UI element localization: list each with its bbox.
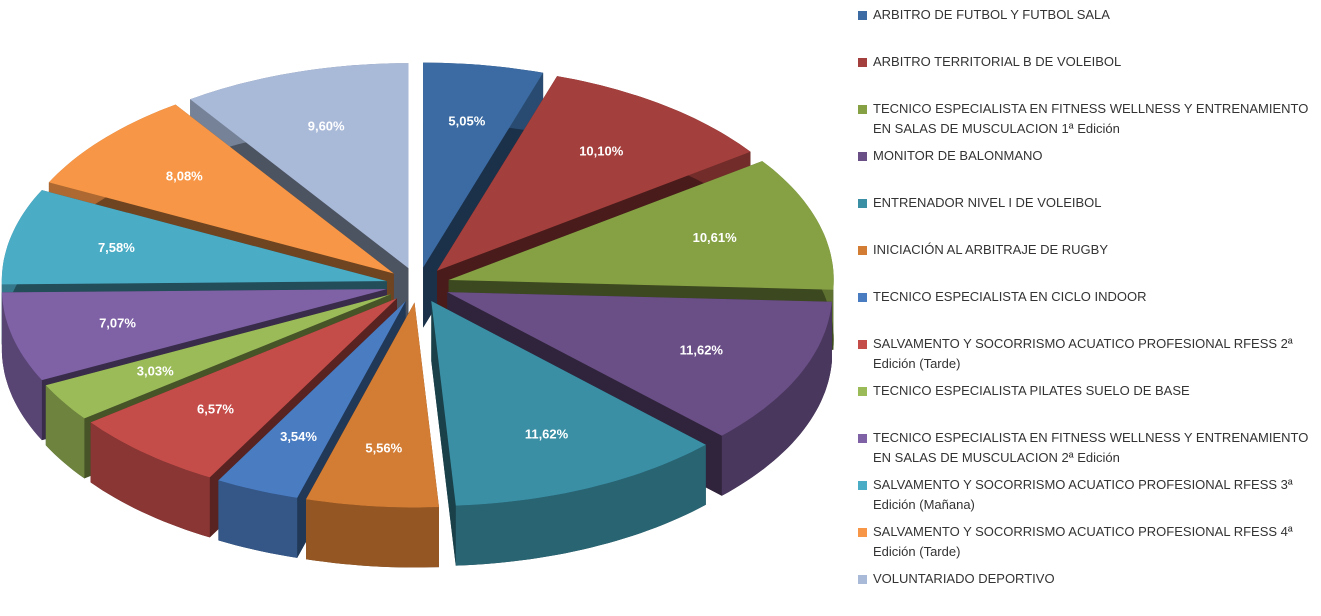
slice: 11,62%	[431, 301, 706, 566]
legend-item: ARBITRO DE FUTBOL Y FUTBOL SALA	[858, 5, 1318, 52]
legend-item: VOLUNTARIADO DEPORTIVO	[858, 569, 1318, 616]
legend-label: MONITOR DE BALONMANO	[873, 148, 1043, 163]
slice	[90, 298, 397, 478]
legend-item: SALVAMENTO Y SOCORRISMO ACUATICO PROFESI…	[858, 334, 1318, 381]
legend-label: TECNICO ESPECIALISTA EN FITNESS WELLNESS…	[873, 101, 1309, 136]
legend-swatch	[858, 528, 867, 537]
legend-swatch	[858, 387, 867, 396]
legend-item: TECNICO ESPECIALISTA PILATES SUELO DE BA…	[858, 381, 1318, 428]
slice	[447, 292, 832, 436]
legend: ARBITRO DE FUTBOL Y FUTBOL SALA ARBITRO T…	[858, 5, 1318, 616]
slice	[48, 104, 394, 274]
data-label: 5,56%	[365, 441, 402, 456]
slice-side	[721, 301, 832, 496]
slice-side	[1, 292, 42, 441]
slice-side	[455, 444, 706, 566]
slice	[423, 62, 544, 268]
legend-item: SALVAMENTO Y SOCORRISMO ACUATICO PROFESI…	[858, 475, 1318, 522]
data-label: 7,58%	[98, 240, 135, 255]
data-label: 11,62%	[525, 427, 569, 442]
legend-item: INICIACIÓN AL ARBITRAJE DE RUGBY	[858, 240, 1318, 287]
legend-swatch	[858, 575, 867, 584]
legend-label: TECNICO ESPECIALISTA PILATES SUELO DE BA…	[873, 383, 1190, 398]
slice-side	[218, 480, 298, 558]
legend-swatch	[858, 152, 867, 161]
slice	[431, 301, 706, 506]
legend-item: ENTRENADOR NIVEL I DE VOLEIBOL	[858, 193, 1318, 240]
slice	[306, 302, 439, 508]
data-label: 7,07%	[99, 315, 136, 330]
legend-item: TECNICO ESPECIALISTA EN FITNESS WELLNESS…	[858, 99, 1318, 146]
legend-label: SALVAMENTO Y SOCORRISMO ACUATICO PROFESI…	[873, 524, 1293, 559]
legend-swatch	[858, 340, 867, 349]
data-label: 10,61%	[693, 230, 738, 245]
slice-wall	[431, 301, 456, 566]
chart: 5,05% 9,60% 10,10% 8,08% 10,61% 7,58% 7,07% 11,…	[1, 62, 834, 568]
legend-swatch	[858, 199, 867, 208]
legend-item: TECNICO ESPECIALISTA EN FITNESS WELLNESS…	[858, 428, 1318, 475]
slice	[190, 63, 409, 269]
data-label: 9,60%	[308, 119, 345, 134]
legend-swatch	[858, 58, 867, 67]
legend-label: VOLUNTARIADO DEPORTIVO	[873, 571, 1055, 586]
legend-item: MONITOR DE BALONMANO	[858, 146, 1318, 193]
legend-swatch	[858, 293, 867, 302]
slice	[45, 294, 391, 419]
legend-label: SALVAMENTO Y SOCORRISMO ACUATICO PROFESI…	[873, 336, 1293, 371]
slice-side	[306, 499, 439, 568]
legend-item: ARBITRO TERRITORIAL B DE VOLEIBOL	[858, 52, 1318, 99]
legend-item: SALVAMENTO Y SOCORRISMO ACUATICO PROFESI…	[858, 522, 1318, 569]
legend-label: TECNICO ESPECIALISTA EN FITNESS WELLNESS…	[873, 430, 1309, 465]
slice: 5,56%	[306, 302, 439, 568]
data-label: 8,08%	[166, 168, 203, 183]
data-label: 11,62%	[680, 343, 724, 358]
legend-label: ARBITRO TERRITORIAL B DE VOLEIBOL	[873, 54, 1122, 69]
legend-label: TECNICO ESPECIALISTA EN CICLO INDOOR	[873, 289, 1147, 304]
legend-label: INICIACIÓN AL ARBITRAJE DE RUGBY	[873, 242, 1109, 257]
legend-swatch	[858, 481, 867, 490]
legend-label: ARBITRO DE FUTBOL Y FUTBOL SALA	[873, 7, 1110, 22]
legend-swatch	[858, 246, 867, 255]
slice	[437, 76, 751, 271]
data-label: 3,03%	[137, 364, 174, 379]
page: 5,05% 9,60% 10,10% 8,08% 10,61% 7,58% 7,07% 11,…	[1, 7, 1309, 586]
slice	[218, 301, 406, 498]
slice	[1, 190, 387, 285]
legend-swatch	[858, 11, 867, 20]
data-label: 6,57%	[197, 401, 234, 416]
slice-side	[45, 385, 85, 479]
legend-item: TECNICO ESPECIALISTA EN CICLO INDOOR	[858, 287, 1318, 334]
legend-label: SALVAMENTO Y SOCORRISMO ACUATICO PROFESI…	[873, 477, 1293, 512]
legend-swatch	[858, 434, 867, 443]
data-label: 5,05%	[448, 113, 485, 128]
data-label: 10,10%	[579, 143, 624, 158]
legend-swatch	[858, 105, 867, 114]
slice	[1, 289, 387, 381]
legend-label: ENTRENADOR NIVEL I DE VOLEIBOL	[873, 195, 1102, 210]
data-label: 3,54%	[280, 429, 317, 444]
slice	[448, 161, 834, 290]
slice-side	[90, 422, 210, 538]
